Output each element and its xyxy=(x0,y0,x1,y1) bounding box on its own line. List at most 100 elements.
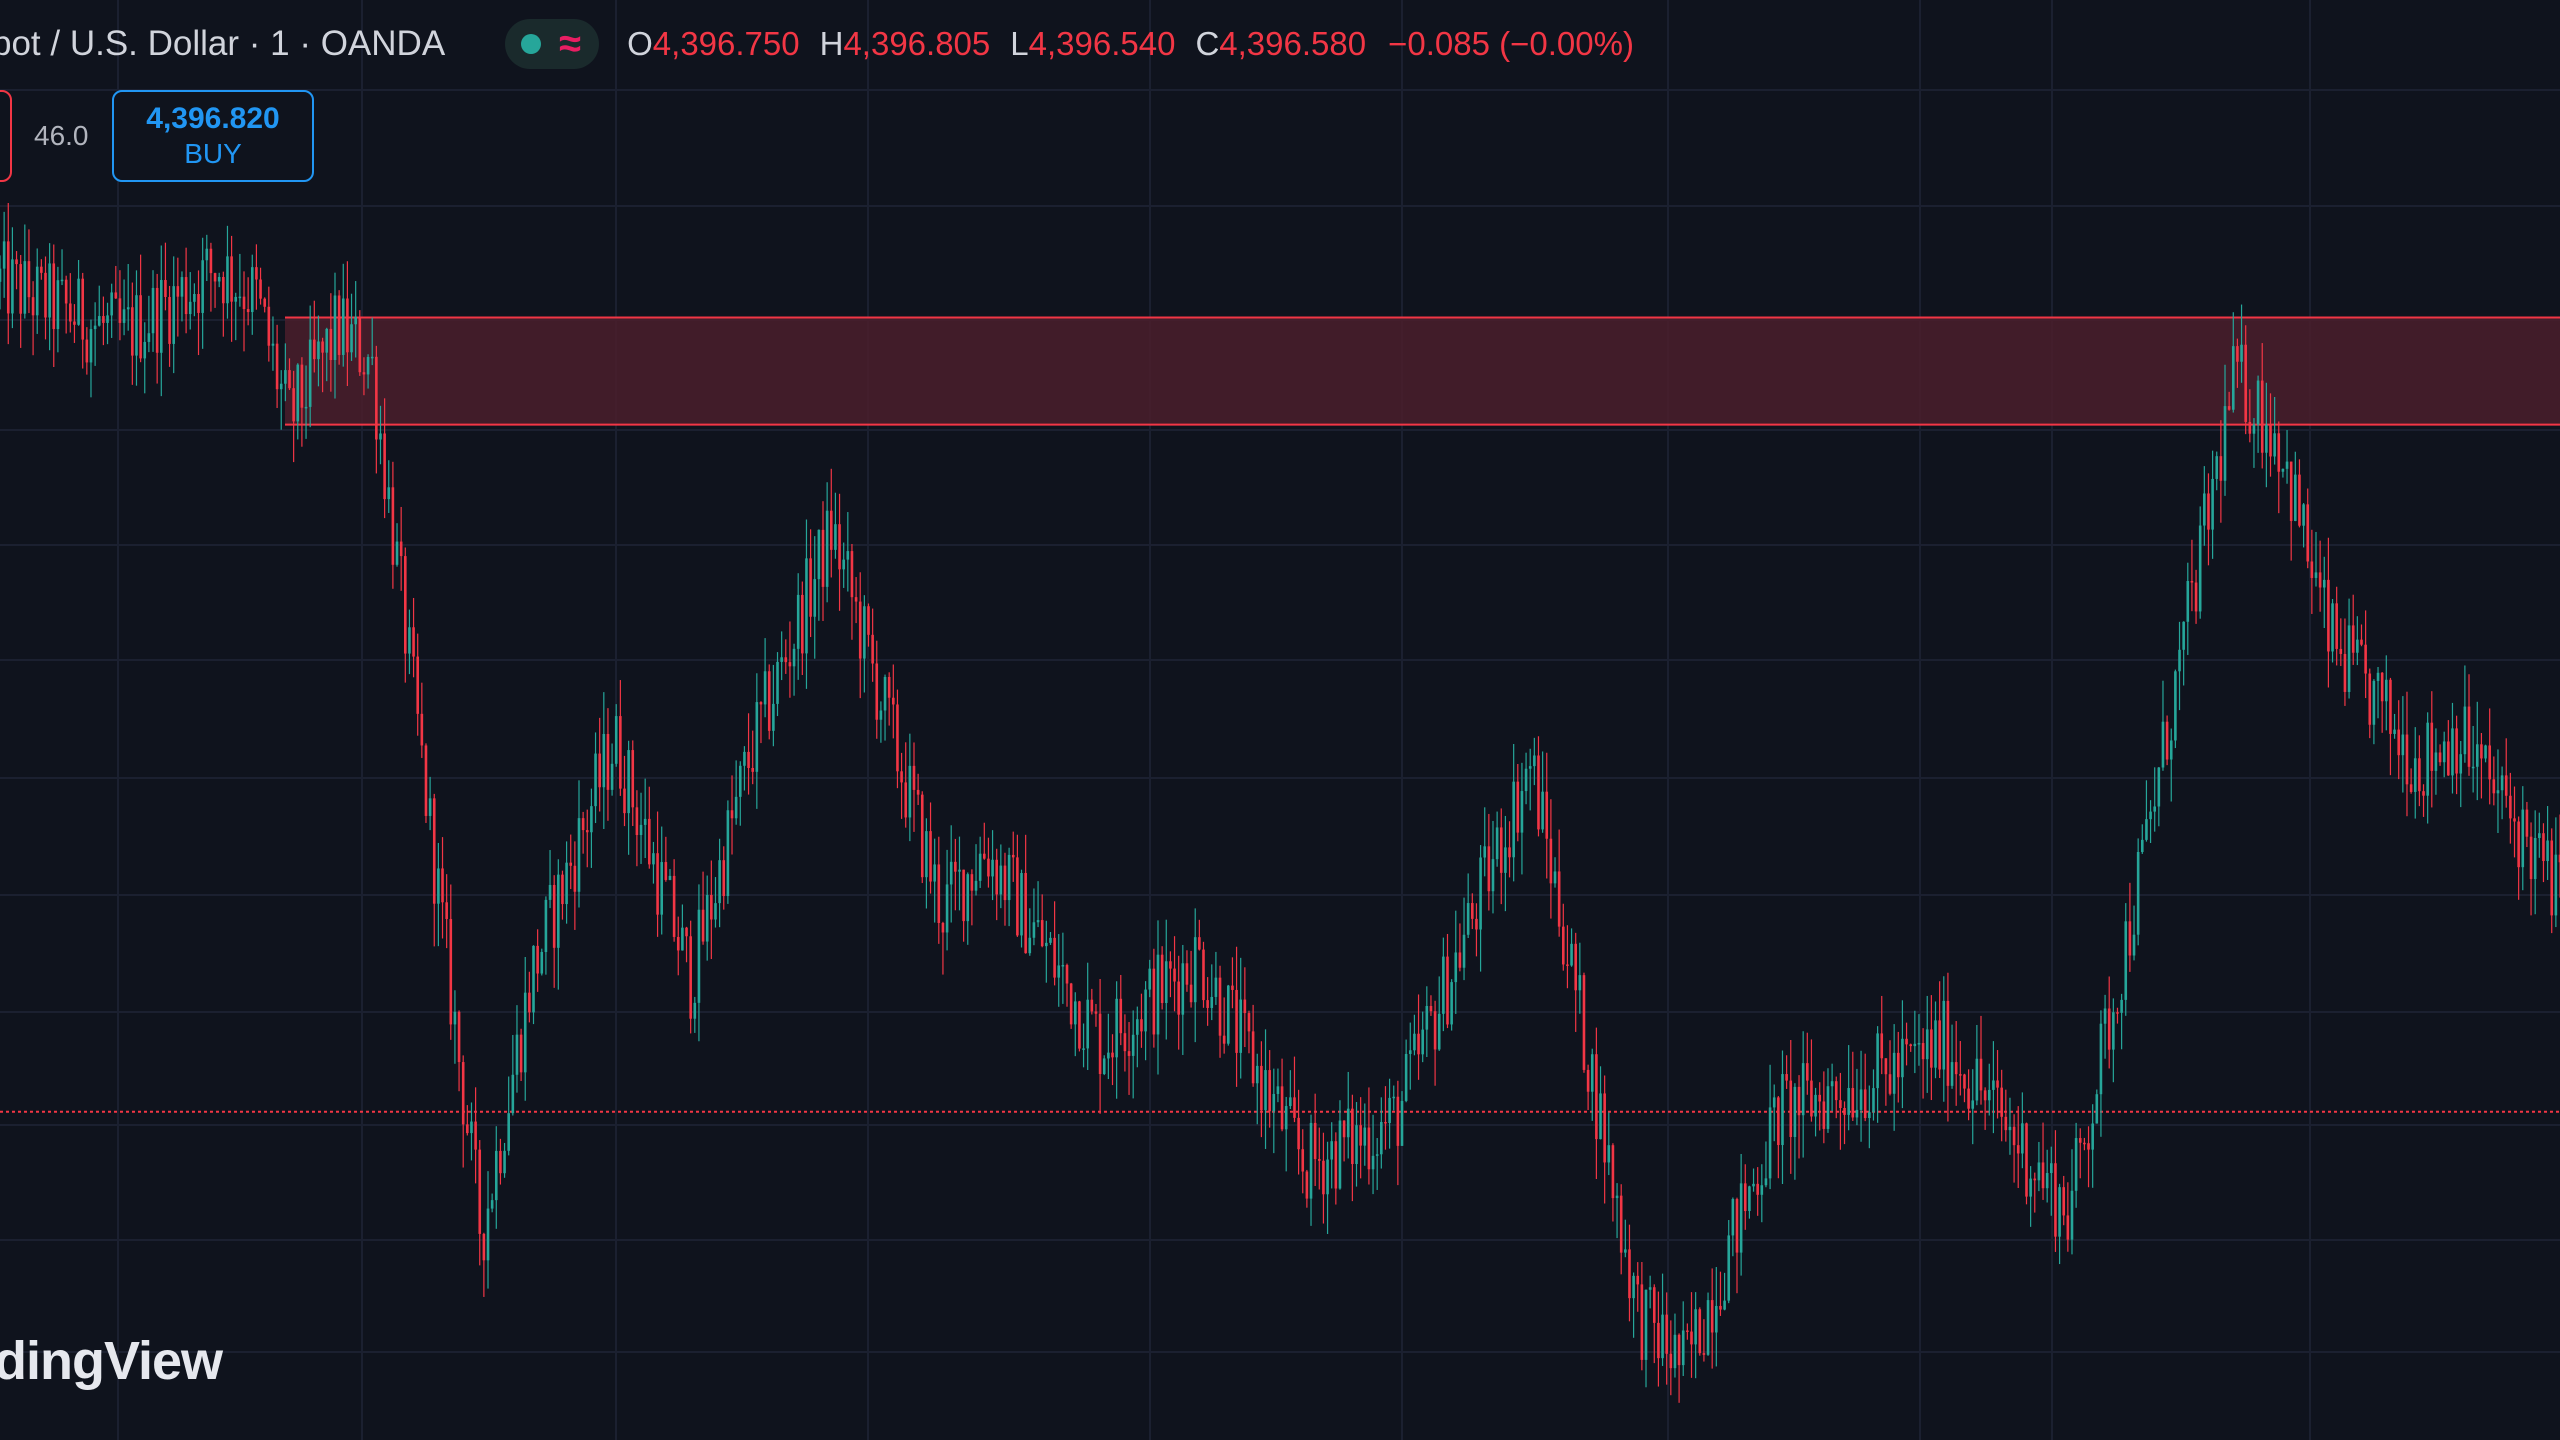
candle xyxy=(2335,586,2338,666)
candle-body xyxy=(1326,1159,1329,1195)
candle xyxy=(772,664,775,747)
candle-body xyxy=(585,830,589,833)
candle-body xyxy=(246,309,250,313)
candle-body xyxy=(2517,821,2520,868)
candle xyxy=(1760,1164,1764,1223)
candle xyxy=(1338,1100,1342,1190)
candle-body xyxy=(2099,1023,2103,1095)
candle xyxy=(2095,1089,2099,1124)
candle-body xyxy=(2182,621,2185,650)
candle-body xyxy=(176,286,180,297)
candle xyxy=(1818,1082,1822,1131)
candle-body xyxy=(1872,1088,1875,1113)
candle-body xyxy=(2128,921,2132,956)
candle-body xyxy=(209,248,213,274)
candle xyxy=(2277,421,2281,514)
candle xyxy=(1065,963,1069,1007)
candle-body xyxy=(1177,981,1180,1015)
candle-body xyxy=(2385,679,2388,702)
candle xyxy=(1549,799,1553,919)
candle xyxy=(925,818,928,909)
candle-body xyxy=(1020,873,1023,936)
candle xyxy=(2128,882,2132,972)
candle xyxy=(259,267,262,305)
candle xyxy=(1640,1262,1644,1371)
candle xyxy=(581,811,585,854)
candle xyxy=(1045,920,1048,983)
candle xyxy=(56,266,60,353)
candle xyxy=(197,270,200,356)
candle xyxy=(155,273,159,384)
candle-body xyxy=(139,295,142,359)
candle xyxy=(1334,1132,1338,1205)
candle xyxy=(2186,562,2190,655)
candle xyxy=(2401,696,2405,793)
candle-body xyxy=(825,510,829,587)
candle xyxy=(1082,1023,1085,1068)
candle-body xyxy=(1119,998,1123,1034)
candle xyxy=(2322,556,2326,629)
candle-body xyxy=(602,733,606,788)
candle xyxy=(1987,1063,1991,1116)
candle xyxy=(1628,1224,1631,1322)
candle xyxy=(528,971,531,1023)
candle xyxy=(2000,1069,2003,1142)
candle-body xyxy=(2335,603,2338,649)
candle-body xyxy=(1140,1019,1143,1032)
candle xyxy=(2025,1122,2028,1205)
status-pill[interactable]: ≈ xyxy=(505,19,600,69)
candle-body xyxy=(2389,679,2392,734)
candle-body xyxy=(341,298,345,355)
candle xyxy=(2157,766,2161,827)
candle-body xyxy=(1706,1300,1710,1355)
candle-body xyxy=(1450,982,1453,1025)
candle-body xyxy=(1499,827,1503,873)
candle-body xyxy=(2277,433,2281,472)
buy-label: BUY xyxy=(184,138,242,169)
candle xyxy=(2,211,6,298)
wave-icon: ≈ xyxy=(559,22,582,66)
candle-body xyxy=(896,704,899,772)
candle xyxy=(1057,934,1061,1007)
candle-body xyxy=(1417,1033,1420,1055)
open-value: 4,396.750 xyxy=(652,25,800,62)
candle-body xyxy=(2016,1145,2020,1154)
candle xyxy=(2389,677,2392,776)
candle-body xyxy=(1818,1094,1822,1102)
candle-body xyxy=(1901,1038,1904,1078)
candle xyxy=(1516,763,1520,842)
candle-body xyxy=(1975,1058,1979,1101)
candle xyxy=(250,254,254,335)
candle xyxy=(1611,1143,1615,1222)
symbol-title[interactable]: pot / U.S. Dollar · 1 · OANDA xyxy=(0,24,446,63)
candle xyxy=(883,674,887,741)
sell-button[interactable] xyxy=(0,90,12,182)
candle-body xyxy=(2062,1187,2066,1216)
candle-body xyxy=(1045,942,1048,947)
candle-body xyxy=(523,992,527,1073)
candle-body xyxy=(610,763,614,790)
candle-body xyxy=(2091,1123,2094,1150)
candle-body xyxy=(1694,1309,1697,1345)
candle-body xyxy=(1698,1309,1702,1354)
candle xyxy=(858,572,862,699)
candle-body xyxy=(1090,999,1094,1012)
candle-body xyxy=(1764,1178,1768,1186)
candle xyxy=(1417,994,1420,1080)
candle xyxy=(1446,933,1449,1029)
candle xyxy=(817,529,821,621)
candle-body xyxy=(1636,1275,1640,1285)
candle-body xyxy=(445,902,448,920)
buy-button[interactable]: 4,396.820 BUY xyxy=(112,90,314,182)
candle xyxy=(1586,1064,1590,1110)
candle-body xyxy=(1483,846,1487,858)
candle-body xyxy=(155,287,159,353)
candle-body xyxy=(2554,854,2558,916)
candle xyxy=(122,279,126,336)
candle-body xyxy=(1475,918,1478,930)
candle-body xyxy=(1251,1031,1255,1084)
candle-body xyxy=(2050,1163,2053,1174)
candle xyxy=(2016,1106,2020,1189)
